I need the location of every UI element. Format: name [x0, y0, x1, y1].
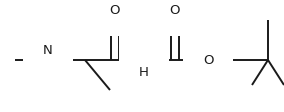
Text: N: N	[139, 54, 149, 67]
Text: O: O	[170, 3, 180, 16]
Text: O: O	[203, 54, 213, 67]
Text: N: N	[43, 43, 53, 56]
Text: H: H	[43, 28, 53, 42]
Text: H: H	[139, 67, 149, 80]
Text: O: O	[110, 3, 120, 16]
